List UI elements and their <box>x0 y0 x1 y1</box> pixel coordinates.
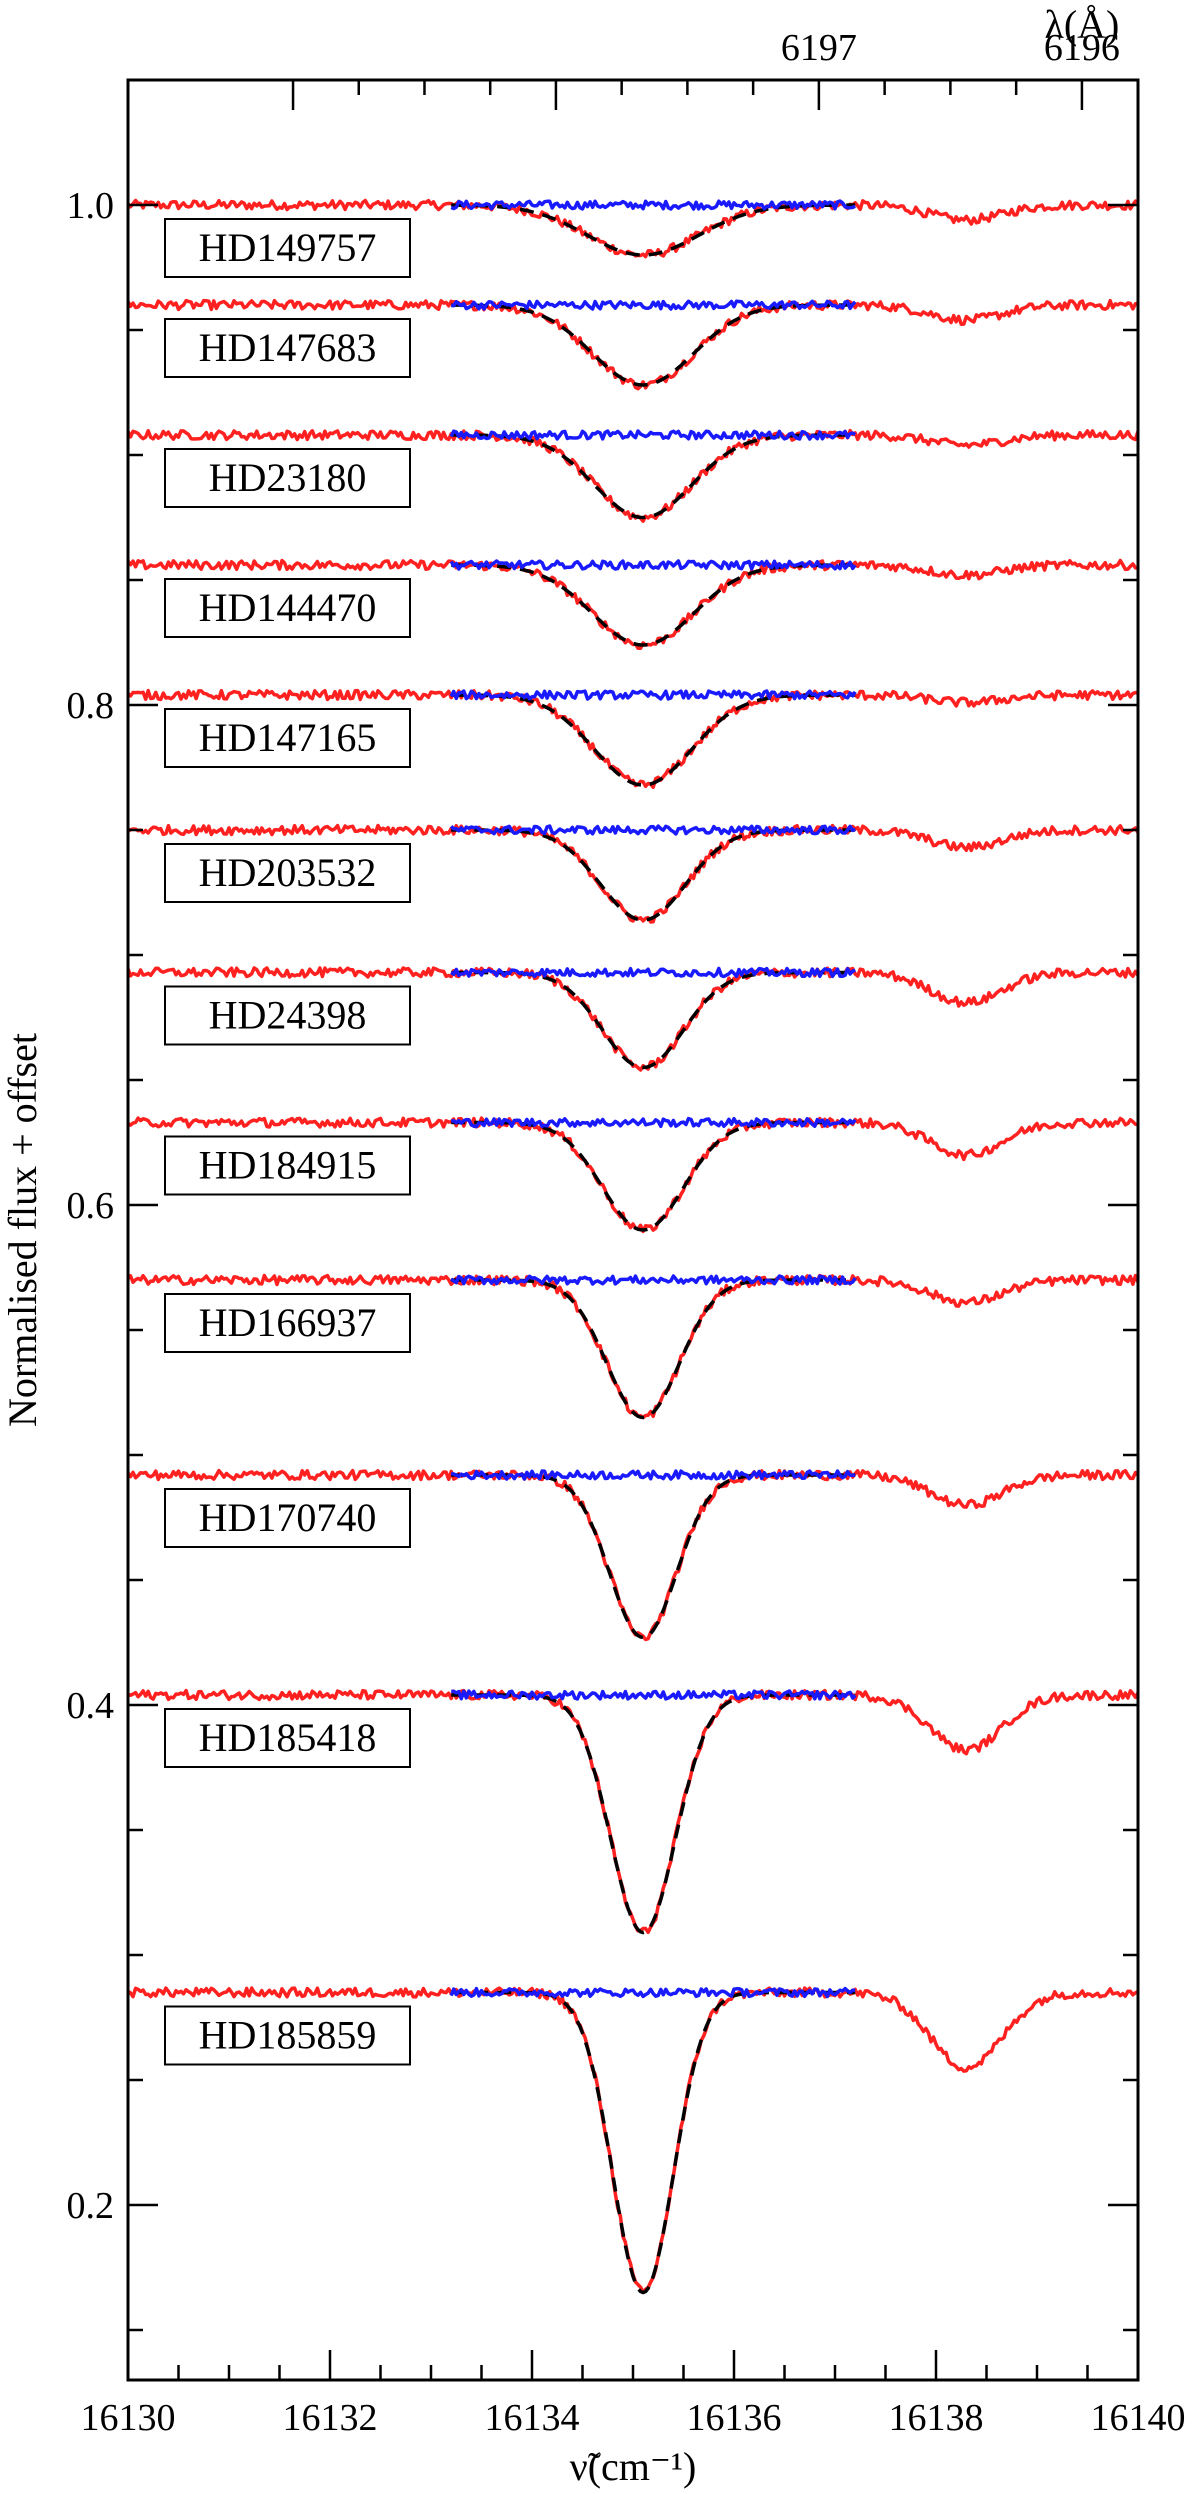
star-label: HD166937 <box>199 1300 377 1345</box>
residual-line <box>450 1469 856 1481</box>
x-tick-label: 16138 <box>889 2397 984 2439</box>
star-label-box <box>164 578 411 638</box>
star-label-box <box>164 843 411 903</box>
star-label: HD184915 <box>199 1143 377 1188</box>
y-tick-label: 1.0 <box>67 185 115 227</box>
observed-spectrum-line <box>127 1688 1140 1935</box>
star-label: HD147165 <box>199 715 377 760</box>
star-label-box <box>164 1293 411 1353</box>
star-label-box <box>164 708 411 768</box>
star-label: HD147683 <box>199 325 377 370</box>
y-tick-label: 0.6 <box>67 1185 115 1227</box>
model-fit-line <box>451 1693 856 1935</box>
star-label: HD24398 <box>209 993 367 1038</box>
star-label: HD170740 <box>199 1495 377 1540</box>
observed-spectrum-line <box>126 558 1139 651</box>
residual-line <box>449 1986 856 1999</box>
residual-line <box>449 559 857 571</box>
residual-line <box>451 1689 857 1701</box>
star-label: HD144470 <box>199 585 377 630</box>
x-tick-label: 16130 <box>81 2397 176 2439</box>
observed-spectrum-line <box>127 823 1140 924</box>
series-layer <box>126 198 1140 2295</box>
star-label: HD203532 <box>199 850 377 895</box>
star-label-box <box>164 985 411 1046</box>
x-tick-label: 16134 <box>485 2397 580 2439</box>
top-tick-label: 6197 <box>781 27 857 69</box>
x-tick-label: 16136 <box>687 2397 782 2439</box>
residual-line <box>449 824 856 836</box>
y-axis-title: Normalised flux + offset <box>0 1033 45 1427</box>
y-tick-label: 0.4 <box>67 1685 115 1727</box>
y-tick-label: 0.8 <box>67 685 115 727</box>
bottom-axis-title: ν̃(cm⁻¹) <box>570 2444 697 2489</box>
top-axis-title: λ(Å) <box>1044 2 1119 47</box>
model-fit-line <box>451 828 856 922</box>
star-label: HD149757 <box>199 225 377 270</box>
residual-line <box>450 966 856 979</box>
x-tick-label: 16140 <box>1091 2397 1186 2439</box>
star-label-box <box>164 448 411 508</box>
star-label-box <box>164 318 411 378</box>
y-tick-label: 0.2 <box>67 2185 115 2227</box>
residual-line <box>450 1274 857 1286</box>
star-label: HD23180 <box>209 455 367 500</box>
ticks-layer: 1613016132161341613616138161406197619661… <box>67 27 1186 2439</box>
model-fit-line <box>451 203 856 257</box>
observed-spectrum-line <box>126 298 1139 391</box>
top-tick-label: 6196 <box>1044 27 1120 69</box>
x-tick-label: 16132 <box>283 2397 378 2439</box>
residual-line <box>451 299 857 311</box>
observed-spectrum-line <box>126 1116 1139 1234</box>
star-label: HD185418 <box>199 1715 377 1760</box>
star-label-box <box>164 1135 411 1196</box>
observed-spectrum-line <box>126 688 1139 790</box>
model-fit-line <box>451 693 856 787</box>
star-label-box <box>164 2005 411 2066</box>
model-fit-line <box>451 1278 856 1420</box>
star-label-box <box>164 218 411 278</box>
residual-line <box>450 199 856 211</box>
star-label-box <box>164 1708 411 1768</box>
star-labels-layer: HD149757 HD147683 HD23180 HD144470 HD147165 H… <box>164 218 411 2066</box>
residual-line <box>449 689 857 701</box>
star-label: HD185859 <box>199 2013 377 2058</box>
star-label-box <box>164 1488 411 1548</box>
residual-line <box>451 1116 857 1129</box>
residual-line <box>449 429 857 441</box>
